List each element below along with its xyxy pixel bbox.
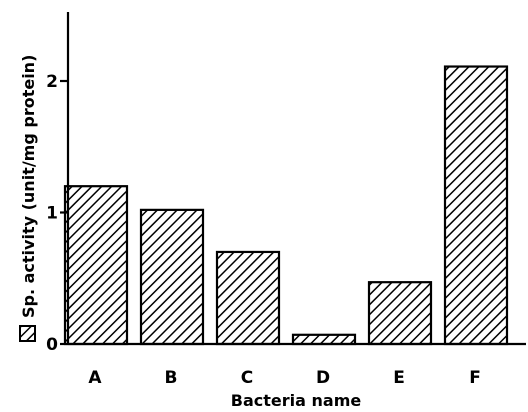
y-ticks: 0 1 2 xyxy=(46,72,68,355)
x-tick-label-D: D xyxy=(316,368,330,388)
x-tick-label-E: E xyxy=(393,368,405,388)
bar-C xyxy=(215,250,281,346)
axes-layer xyxy=(66,12,526,346)
x-category-labels: A B C D E F xyxy=(88,368,480,388)
bar-B xyxy=(139,208,205,346)
y-tick-label-2: 2 xyxy=(46,72,58,92)
x-tick-label-A: A xyxy=(88,368,102,388)
x-tick-label-B: B xyxy=(165,368,178,388)
legend-hatch-swatch xyxy=(19,325,36,342)
bar-A xyxy=(63,185,129,346)
y-axis-title: Sp. activity (unit/mg protein) xyxy=(19,55,38,318)
y-axis-title-group: Sp. activity (unit/mg protein) xyxy=(19,55,38,342)
bar-F xyxy=(443,65,509,346)
y-tick-label-1: 1 xyxy=(46,204,58,224)
bar-D xyxy=(291,333,357,346)
x-tick-label-C: C xyxy=(241,368,253,388)
x-axis-title: Bacteria name xyxy=(231,391,362,410)
bars-layer xyxy=(63,65,509,346)
bar-E xyxy=(367,281,433,346)
y-tick-label-0: 0 xyxy=(46,335,58,355)
x-tick-label-F: F xyxy=(469,368,481,388)
